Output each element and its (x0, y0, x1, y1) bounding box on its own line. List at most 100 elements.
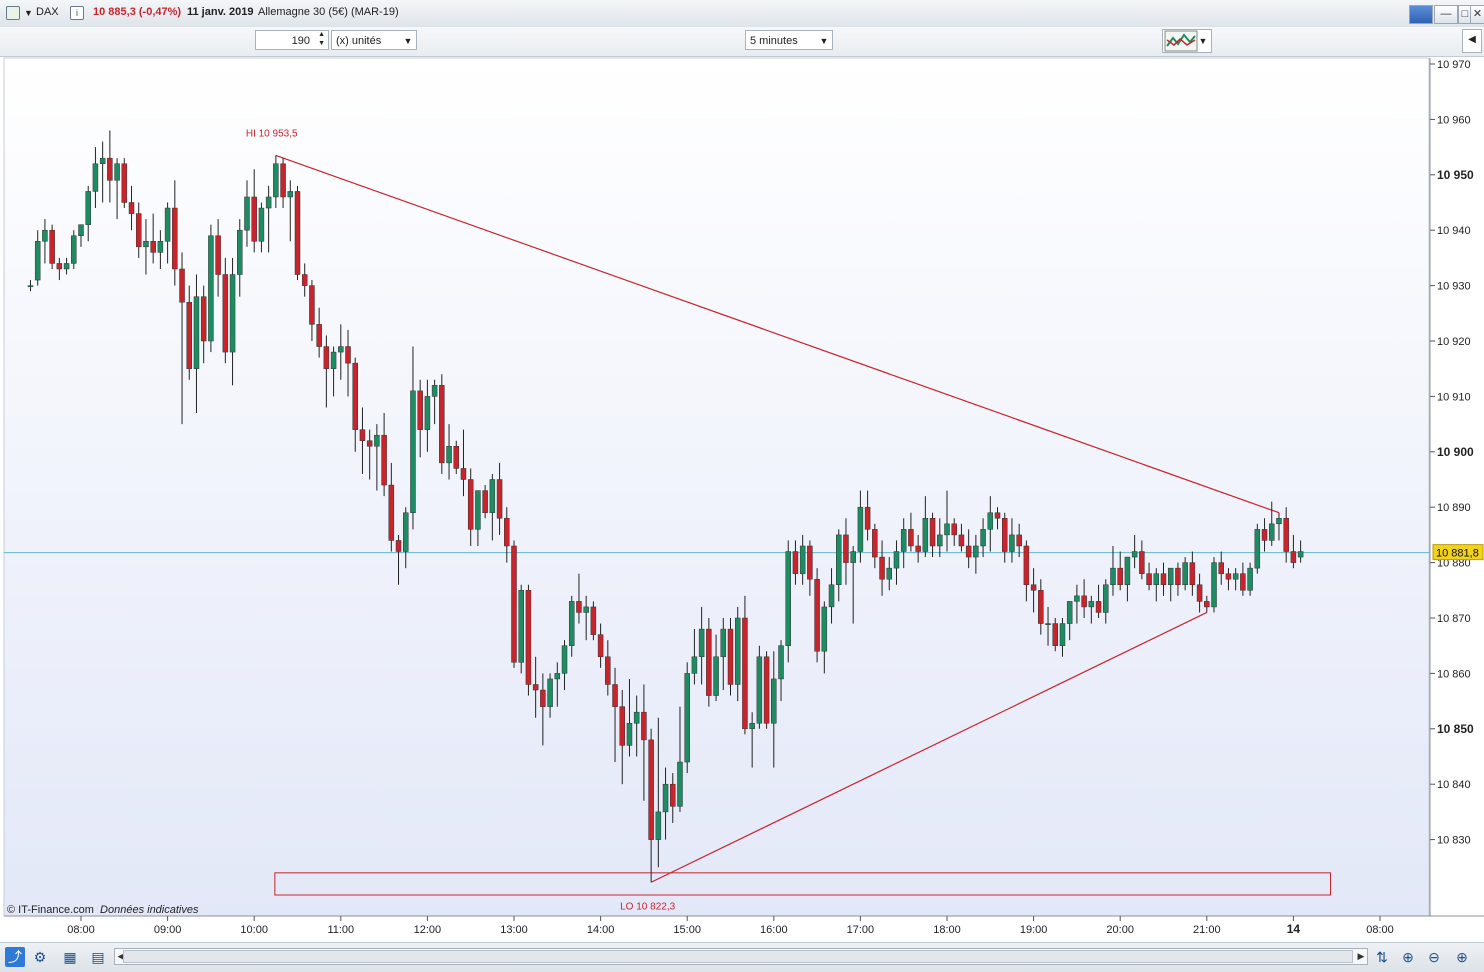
candle-body (1276, 518, 1282, 525)
zoom-out-icon[interactable]: ⊖ (1428, 949, 1440, 965)
chevron-down-icon[interactable]: ▼ (1198, 36, 1208, 46)
chevron-down-icon[interactable]: ▼ (403, 36, 413, 46)
app-switch-icon[interactable] (1409, 5, 1433, 24)
candle-body (857, 506, 864, 552)
candle-body (287, 191, 294, 198)
candle-body (1146, 573, 1152, 586)
info-icon[interactable]: i (70, 6, 84, 20)
minimize-icon[interactable]: — (1434, 5, 1458, 24)
candle-body (229, 274, 236, 353)
candle-body (951, 523, 957, 536)
candles (27, 130, 1304, 883)
symbol-name[interactable]: DAX (36, 6, 59, 18)
x-tick-label: 08:00 (1366, 924, 1394, 936)
close-icon[interactable]: ✕ (1470, 5, 1484, 24)
candle-body (467, 479, 474, 530)
low-label: LO 10 822,3 (620, 901, 675, 912)
candle-body (294, 191, 301, 275)
candle-body (655, 811, 662, 840)
candle-body (648, 739, 654, 840)
stepper-arrows-icon[interactable]: ▲ ▼ (318, 31, 325, 47)
chevron-down-icon[interactable]: ▼ (819, 36, 829, 46)
candle-body (843, 534, 849, 563)
chart-area[interactable]: 10 830 10 840 10 850 10 860 10 870 10 880 10 8… (0, 56, 1484, 944)
y-tick-label: 10 900 (1437, 445, 1474, 459)
candle-body (193, 296, 200, 369)
candle-body (1045, 623, 1051, 625)
units-select[interactable]: (x) unités ▼ (331, 30, 417, 50)
candle-body (1153, 573, 1160, 586)
candle-body (937, 534, 943, 547)
candle-body (258, 207, 265, 242)
price-tag-box (1432, 544, 1484, 561)
candle-body (56, 263, 63, 270)
candle-body (1088, 601, 1095, 608)
scroll-right-icon[interactable]: ▶ (1357, 951, 1365, 961)
x-tick-label: 14 (1287, 922, 1301, 936)
y-tick-label: 10 930 (1437, 281, 1471, 293)
candle-body (273, 163, 279, 198)
copyright-text: © IT-Finance.com (7, 904, 94, 916)
candle-body (366, 440, 373, 447)
candle-body (612, 684, 618, 707)
trading-icon[interactable]: ▤ (91, 949, 105, 965)
candle-body (763, 656, 770, 724)
candle-body (215, 235, 221, 275)
candle-body (1290, 551, 1297, 563)
y-tick-label: 10 960 (1437, 114, 1471, 126)
calculator-icon[interactable]: ▦ (63, 949, 77, 965)
alerts-icon[interactable]: ⚙ (33, 949, 47, 965)
units-value[interactable]: 190 (291, 35, 310, 47)
candle-body (1167, 567, 1174, 586)
app-icon[interactable] (6, 6, 20, 20)
y-tick-label: 10 840 (1437, 779, 1471, 791)
zoom-fit-icon[interactable]: ⊕ (1402, 949, 1414, 965)
candle-body (799, 545, 806, 574)
x-tick-label: 15:00 (673, 924, 701, 936)
auto-scale-icon[interactable]: ⇅ (1376, 949, 1388, 965)
indicators-button[interactable]: ▼ (1162, 29, 1212, 53)
candle-body (662, 783, 669, 813)
candle-body (1204, 601, 1210, 608)
share-icon[interactable]: ⤴ (5, 947, 25, 967)
candle-body (1175, 567, 1181, 586)
high-label: HI 10 953,5 (246, 128, 298, 139)
candle-body (929, 518, 936, 547)
zoom-in-icon[interactable]: ⊕ (1456, 949, 1468, 965)
side-panel-toggle[interactable]: ◀ (1462, 29, 1482, 53)
candle-body (200, 296, 207, 342)
scroll-left-icon[interactable]: ◀ (117, 951, 125, 961)
candle-body (973, 545, 979, 558)
candle-body (893, 551, 900, 569)
horizontal-scrollbar[interactable]: ◀ ▶ (114, 948, 1368, 965)
candle-body (1103, 584, 1109, 613)
candle-body (720, 628, 727, 658)
x-tick-label: 14:00 (587, 924, 615, 936)
candle-body (1009, 534, 1015, 552)
timeframe-select[interactable]: 5 minutes ▼ (745, 30, 833, 50)
symbol-dropdown-arrow[interactable]: ▼ (24, 8, 33, 18)
candle-body (554, 673, 561, 680)
scroll-thumb[interactable] (123, 950, 1353, 963)
candle-body (1196, 584, 1203, 602)
candle-body (1240, 573, 1246, 591)
candle-body (734, 617, 741, 685)
candle-body (128, 202, 135, 214)
candle-body (301, 274, 308, 286)
candle-body (34, 241, 41, 281)
candle-body (864, 506, 871, 530)
candle-body (92, 163, 99, 192)
candle-body (1232, 573, 1239, 580)
trend-line (650, 611, 1208, 883)
candle-body (597, 634, 604, 658)
candle-body (785, 551, 791, 646)
candle-body (482, 490, 488, 513)
candle-body (186, 301, 192, 369)
candle-body (71, 235, 77, 264)
candle-body (1016, 534, 1022, 547)
candle-body (63, 263, 70, 270)
units-stepper[interactable]: 190 ▲ ▼ (255, 30, 329, 50)
candle-body (1211, 562, 1217, 608)
candle-body (381, 434, 387, 486)
